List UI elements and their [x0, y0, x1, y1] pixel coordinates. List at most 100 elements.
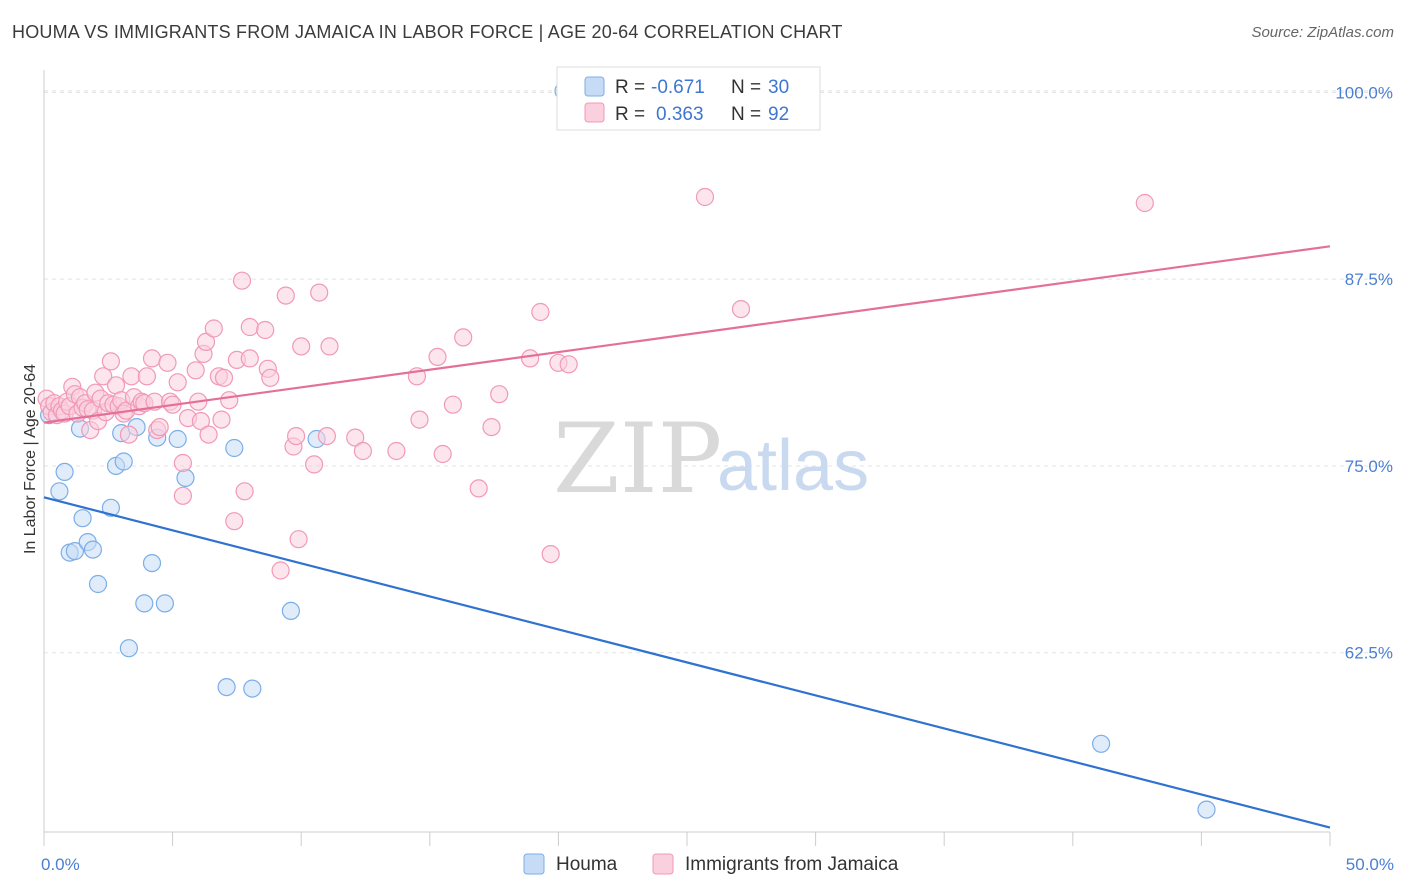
- data-point: [520, 349, 540, 368]
- data-point: [235, 482, 254, 501]
- x-tick-label-0: 0.0%: [41, 855, 80, 874]
- data-point: [119, 639, 138, 658]
- data-point: [240, 317, 259, 337]
- data-point: [225, 512, 244, 531]
- data-point: [428, 347, 447, 366]
- data-point: [287, 427, 306, 446]
- data-point: [531, 302, 550, 322]
- series-points-jamaica: [37, 187, 1154, 580]
- y-tick-label-0: 100.0%: [1335, 83, 1393, 102]
- data-point: [469, 479, 488, 498]
- data-point: [101, 352, 121, 371]
- watermark-atlas: atlas: [717, 426, 869, 506]
- data-point: [317, 427, 336, 446]
- data-point: [1091, 734, 1111, 753]
- chart-source: Source: ZipAtlas.com: [1251, 24, 1394, 41]
- data-point: [1197, 800, 1216, 819]
- watermark: ZIP atlas: [553, 403, 869, 515]
- bottom-legend-label-houma: Houma: [556, 854, 618, 875]
- data-point: [119, 425, 138, 444]
- data-point: [101, 498, 121, 517]
- data-point: [199, 425, 218, 444]
- data-point: [173, 453, 192, 473]
- data-point: [83, 540, 103, 559]
- y-tick-label-2: 75.0%: [1345, 457, 1393, 476]
- bottom-legend-swatch-houma: [523, 853, 545, 875]
- data-point: [281, 601, 300, 621]
- data-point: [731, 300, 751, 319]
- trend-line-jamaica: [43, 245, 1331, 424]
- data-point: [353, 441, 372, 461]
- data-point: [150, 418, 169, 437]
- data-point: [94, 367, 113, 386]
- data-point: [173, 486, 192, 505]
- data-point: [410, 410, 429, 429]
- legend-n-value-houma: 30: [768, 77, 789, 98]
- legend: R = -0.671 N = 30 R = 0.363 N = 92: [556, 66, 821, 131]
- chart-title: HOUMA VS IMMIGRANTS FROM JAMAICA IN LABO…: [12, 22, 843, 42]
- y-tick-label-3: 62.5%: [1345, 644, 1393, 663]
- data-point: [214, 368, 234, 387]
- data-point: [454, 328, 473, 347]
- data-point: [433, 444, 452, 464]
- data-point: [541, 544, 560, 564]
- data-point: [55, 462, 74, 481]
- data-point: [137, 367, 156, 386]
- tick-labels: 100.0% 87.5% 75.0% 62.5% 0.0% 50.0%: [41, 83, 1394, 874]
- data-point: [168, 429, 187, 449]
- data-point: [387, 441, 406, 461]
- data-point: [142, 553, 162, 573]
- legend-r-label-houma: R =: [615, 77, 645, 98]
- data-point: [225, 438, 244, 458]
- legend-n-value-jamaica: 92: [768, 104, 789, 125]
- bottom-legend: Houma Immigrants from Jamaica: [523, 853, 899, 875]
- data-point: [212, 410, 231, 429]
- legend-swatch-jamaica: [584, 102, 605, 123]
- data-point: [310, 283, 329, 302]
- legend-n-label-jamaica: N =: [731, 104, 761, 125]
- bottom-legend-label-jamaica: Immigrants from Jamaica: [685, 854, 899, 875]
- data-point: [196, 332, 216, 351]
- data-point: [320, 337, 339, 356]
- data-point: [88, 574, 108, 594]
- legend-r-label-jamaica: R =: [615, 104, 645, 125]
- watermark-zip: ZIP: [553, 403, 722, 515]
- data-point: [256, 320, 275, 340]
- data-point: [176, 468, 195, 487]
- data-point: [232, 271, 252, 290]
- data-point: [50, 482, 69, 501]
- data-point: [135, 594, 154, 613]
- data-point: [155, 594, 174, 613]
- data-point: [65, 541, 85, 561]
- data-point: [220, 391, 239, 410]
- data-point: [1135, 193, 1154, 213]
- data-point: [114, 452, 133, 471]
- data-point: [271, 561, 290, 580]
- data-point: [292, 337, 311, 356]
- legend-swatch-houma: [584, 76, 605, 97]
- data-point: [243, 679, 262, 698]
- data-point: [276, 286, 295, 305]
- data-point: [261, 368, 280, 387]
- trend-lines: [43, 245, 1331, 829]
- data-point: [122, 367, 141, 386]
- legend-r-value-houma: -0.671: [651, 77, 705, 98]
- data-point: [289, 530, 308, 549]
- axes: [43, 70, 1331, 846]
- data-point: [240, 349, 259, 368]
- data-point: [186, 361, 205, 380]
- data-point: [443, 395, 462, 414]
- bottom-legend-swatch-jamaica: [652, 853, 674, 875]
- data-point: [142, 349, 162, 368]
- y-tick-label-1: 87.5%: [1345, 270, 1393, 289]
- data-point: [204, 319, 223, 338]
- data-point: [695, 187, 715, 207]
- data-point: [490, 385, 509, 404]
- x-tick-label-1: 50.0%: [1346, 855, 1394, 874]
- data-point: [559, 355, 578, 374]
- y-axis-label: In Labor Force | Age 20-64: [22, 364, 39, 554]
- data-point: [482, 418, 501, 437]
- data-point: [158, 353, 177, 372]
- grid-lines: [44, 90, 1392, 654]
